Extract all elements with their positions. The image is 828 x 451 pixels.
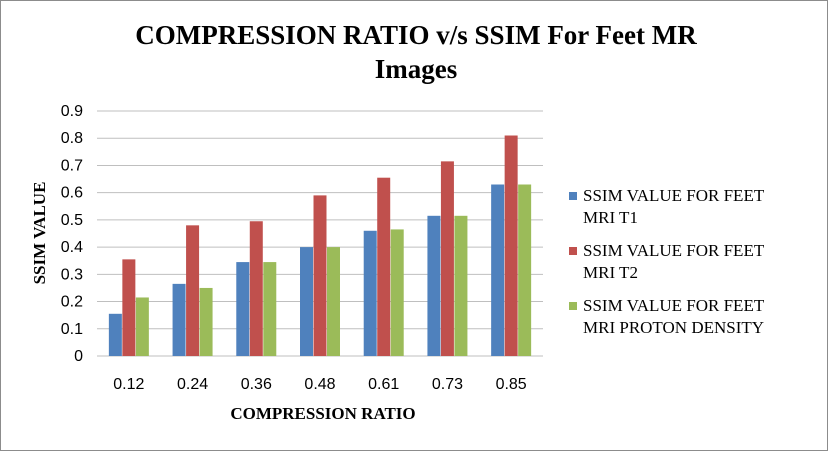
chart-title-line1: COMPRESSION RATIO v/s SSIM For Feet MR	[135, 20, 697, 50]
y-tick-label: 0.9	[61, 103, 83, 120]
x-tick-label: 0.73	[432, 376, 463, 393]
legend-label: SSIM VALUE FOR FEET	[583, 296, 765, 315]
bar	[199, 287, 213, 356]
y-tick-label: 0.7	[61, 157, 83, 174]
bar	[108, 313, 122, 356]
bar	[300, 247, 313, 356]
y-tick-labels: 0 0.1 0.2 0.3 0.4 0.5 0.6 0.7 0.8 0.9	[61, 103, 83, 365]
x-tick-label: 0.61	[368, 376, 399, 393]
bar	[504, 135, 518, 356]
bar	[172, 283, 186, 356]
bar	[377, 177, 391, 356]
bar	[236, 262, 250, 356]
bar	[263, 262, 277, 356]
bars	[108, 135, 532, 356]
bar	[440, 161, 454, 356]
bar	[135, 297, 149, 356]
bar	[518, 184, 532, 356]
y-tick-label: 0	[74, 348, 83, 365]
legend-label: MRI PROTON DENSITY	[583, 318, 764, 337]
legend-swatch	[569, 302, 577, 310]
bar	[186, 225, 200, 356]
x-tick-label: 0.24	[177, 376, 208, 393]
x-axis-title: COMPRESSION RATIO	[230, 404, 415, 423]
x-tick-label: 0.48	[304, 376, 335, 393]
chart-title-line2: Images	[375, 54, 458, 84]
legend-swatch	[569, 247, 577, 255]
bar	[427, 215, 441, 356]
legend-label: MRI T2	[583, 263, 638, 282]
bar	[390, 229, 404, 356]
x-tick-label: 0.85	[496, 376, 527, 393]
x-tick-label: 0.36	[241, 376, 272, 393]
bar	[327, 247, 340, 356]
y-axis-title: SSIM VALUE	[30, 182, 49, 285]
bar	[313, 195, 327, 356]
x-tick-label: 0.12	[113, 376, 144, 393]
legend-swatch	[569, 192, 577, 200]
legend: SSIM VALUE FOR FEET MRI T1 SSIM VALUE FOR …	[569, 186, 765, 337]
legend-label: SSIM VALUE FOR FEET	[583, 186, 765, 205]
y-tick-label: 0.6	[61, 185, 83, 202]
y-tick-label: 0.1	[61, 321, 83, 338]
bar	[454, 215, 468, 356]
y-tick-label: 0.8	[61, 130, 83, 147]
bar	[491, 184, 505, 356]
y-tick-label: 0.2	[61, 294, 83, 311]
y-tick-label: 0.3	[61, 266, 83, 283]
legend-label: MRI T1	[583, 208, 638, 227]
y-tick-label: 0.5	[61, 212, 83, 229]
legend-label: SSIM VALUE FOR FEET	[583, 241, 765, 260]
bar	[363, 230, 377, 356]
bar	[122, 259, 136, 356]
x-tick-labels: 0.12 0.24 0.36 0.48 0.61 0.73 0.85	[113, 376, 527, 393]
bar	[249, 221, 263, 356]
y-tick-label: 0.4	[61, 239, 83, 256]
